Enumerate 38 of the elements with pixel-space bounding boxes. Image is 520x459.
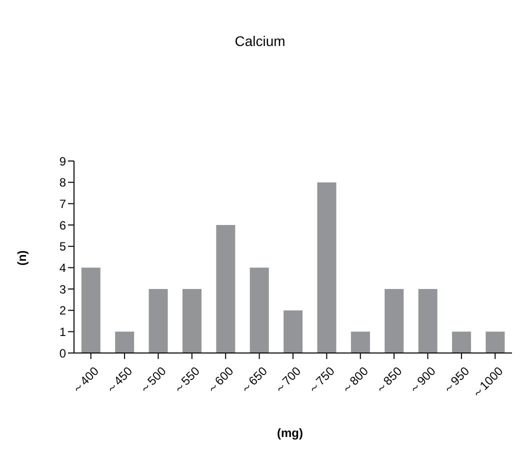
y-tick-label: 7 xyxy=(59,196,66,211)
x-tick-label: ～550 xyxy=(170,364,203,397)
x-tick-label: ～800 xyxy=(338,364,372,397)
y-tick-label: 6 xyxy=(59,218,66,232)
x-tick-label: ～450 xyxy=(102,364,136,397)
x-tick-label: ～750 xyxy=(304,364,338,397)
y-axis-title: (n) xyxy=(15,249,30,268)
y-tick-label: 2 xyxy=(59,304,66,318)
chart-title: Calcium xyxy=(234,33,286,49)
bar xyxy=(317,182,336,353)
bar xyxy=(350,332,370,353)
bar xyxy=(284,310,303,353)
y-tick-label: 1 xyxy=(59,324,66,339)
x-tick-label: ～850 xyxy=(372,364,405,397)
bar xyxy=(250,268,269,353)
x-axis-title: (mg) xyxy=(276,426,304,440)
y-tick-label: 8 xyxy=(59,176,66,190)
bar xyxy=(115,332,134,353)
y-tick-label: 9 xyxy=(59,154,66,168)
bar xyxy=(384,289,404,353)
x-tick-label: ～900 xyxy=(406,364,439,397)
bar xyxy=(148,289,168,353)
bar xyxy=(216,225,236,353)
x-tick-label: ～400 xyxy=(68,364,102,397)
x-tick-label: ～600 xyxy=(204,364,236,397)
bar xyxy=(486,332,505,353)
x-tick-label: ～700 xyxy=(271,364,304,397)
x-tick-label: ～650 xyxy=(237,364,270,397)
y-tick-label: 5 xyxy=(59,240,66,254)
bar xyxy=(418,289,438,353)
bar xyxy=(182,289,202,353)
bar xyxy=(81,268,100,353)
y-tick-label: 0 xyxy=(59,346,66,360)
y-tick-label: 3 xyxy=(59,282,66,296)
x-tick-label: ～950 xyxy=(440,364,472,397)
x-tick-label: ～500 xyxy=(136,364,170,397)
y-tick-label: 4 xyxy=(59,260,66,275)
bar xyxy=(452,332,472,353)
